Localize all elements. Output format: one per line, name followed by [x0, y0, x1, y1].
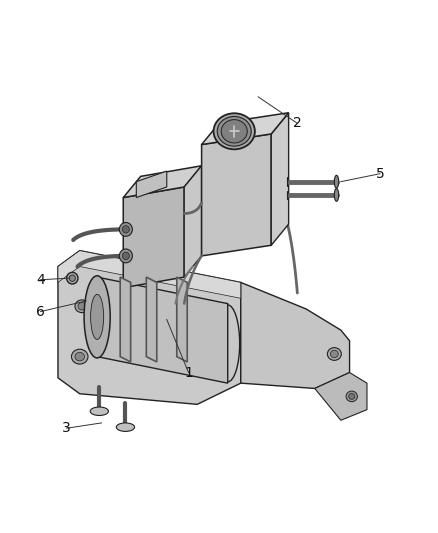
Ellipse shape — [67, 272, 78, 284]
Ellipse shape — [75, 300, 89, 313]
Polygon shape — [58, 251, 241, 298]
Ellipse shape — [214, 114, 255, 149]
Polygon shape — [97, 277, 228, 383]
Ellipse shape — [346, 391, 357, 402]
Polygon shape — [201, 134, 271, 256]
Text: 6: 6 — [36, 304, 45, 319]
Ellipse shape — [71, 349, 88, 364]
Text: 5: 5 — [376, 167, 385, 181]
Ellipse shape — [119, 222, 132, 236]
Ellipse shape — [122, 225, 129, 233]
Ellipse shape — [349, 393, 355, 399]
Ellipse shape — [327, 348, 341, 360]
Ellipse shape — [90, 407, 109, 416]
Ellipse shape — [119, 249, 132, 263]
Polygon shape — [201, 113, 289, 144]
Ellipse shape — [84, 276, 110, 358]
Ellipse shape — [69, 275, 75, 281]
Polygon shape — [136, 171, 167, 198]
Text: 4: 4 — [36, 273, 45, 287]
Ellipse shape — [330, 350, 338, 358]
Ellipse shape — [91, 294, 104, 340]
Ellipse shape — [116, 423, 134, 431]
Polygon shape — [315, 373, 367, 420]
Ellipse shape — [75, 352, 85, 361]
Polygon shape — [146, 277, 157, 362]
Polygon shape — [177, 277, 187, 362]
Text: 1: 1 — [184, 366, 193, 379]
Ellipse shape — [122, 252, 129, 260]
Ellipse shape — [217, 116, 251, 146]
Text: 3: 3 — [62, 421, 71, 435]
Polygon shape — [184, 166, 201, 277]
Text: 2: 2 — [293, 116, 302, 131]
Polygon shape — [58, 251, 241, 405]
Polygon shape — [120, 277, 131, 362]
Ellipse shape — [334, 175, 339, 188]
Ellipse shape — [78, 303, 86, 310]
Polygon shape — [241, 282, 350, 389]
Ellipse shape — [216, 305, 240, 382]
Polygon shape — [123, 187, 184, 288]
Ellipse shape — [334, 189, 339, 201]
Polygon shape — [271, 113, 289, 245]
Ellipse shape — [221, 119, 247, 143]
Polygon shape — [123, 166, 201, 198]
